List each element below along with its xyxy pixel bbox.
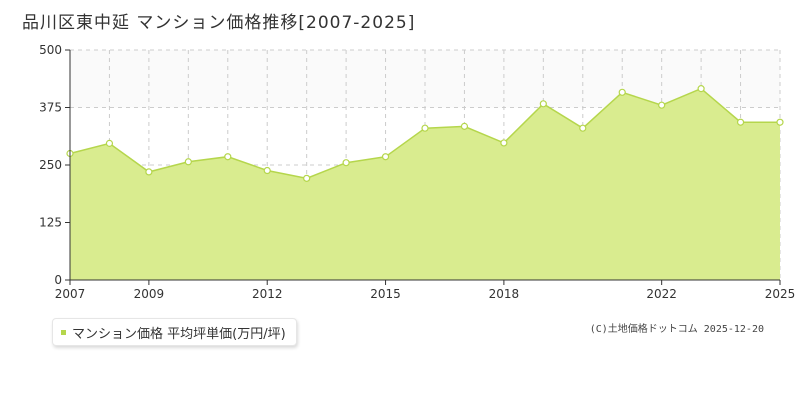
- x-tick-label: 2012: [252, 287, 283, 301]
- y-tick-label: 250: [39, 158, 62, 172]
- data-point: [303, 174, 311, 182]
- x-tick-label: 2018: [489, 287, 520, 301]
- x-tick-label: 2022: [646, 287, 677, 301]
- data-point: [697, 85, 705, 93]
- x-tick-label: 2015: [370, 287, 401, 301]
- x-tick-label: 2007: [55, 287, 86, 301]
- data-point: [263, 166, 271, 175]
- data-point: [184, 158, 192, 166]
- area-fill: [70, 88, 780, 280]
- legend: マンション価格 平均坪単価(万円/坪): [52, 318, 297, 346]
- data-point: [105, 139, 114, 147]
- legend-marker: [61, 329, 66, 335]
- x-tick-label: 2025: [765, 287, 796, 301]
- y-tick-label: 0: [54, 273, 62, 287]
- chart-title: 品川区東中延 マンション価格推移[2007-2025]: [22, 13, 416, 33]
- data-point: [579, 124, 587, 132]
- data-point: [618, 88, 626, 96]
- data-point: [776, 118, 784, 126]
- data-point: [539, 100, 547, 108]
- data-point: [421, 124, 429, 132]
- data-point: [145, 168, 153, 176]
- y-tick-label: 500: [39, 43, 62, 57]
- y-tick-label: 375: [39, 101, 62, 115]
- data-point: [500, 139, 508, 147]
- x-tick-label: 2009: [134, 287, 165, 301]
- data-point: [460, 122, 469, 130]
- data-point: [342, 159, 350, 167]
- data-point: [658, 101, 666, 109]
- data-point: [381, 153, 390, 161]
- y-tick-label: 125: [39, 216, 62, 230]
- x-tick-labels: 2007 2009 2012 2015 2018 2022 2025: [55, 280, 796, 301]
- copyright: (C)土地価格ドットコム 2025-12-20: [589, 324, 764, 335]
- data-points: [66, 85, 784, 182]
- data-point: [224, 153, 232, 161]
- legend-label: マンション価格 平均坪単価(万円/坪): [72, 326, 286, 342]
- data-point: [736, 118, 745, 126]
- y-tick-labels: 0 125 250 375 500: [39, 43, 70, 287]
